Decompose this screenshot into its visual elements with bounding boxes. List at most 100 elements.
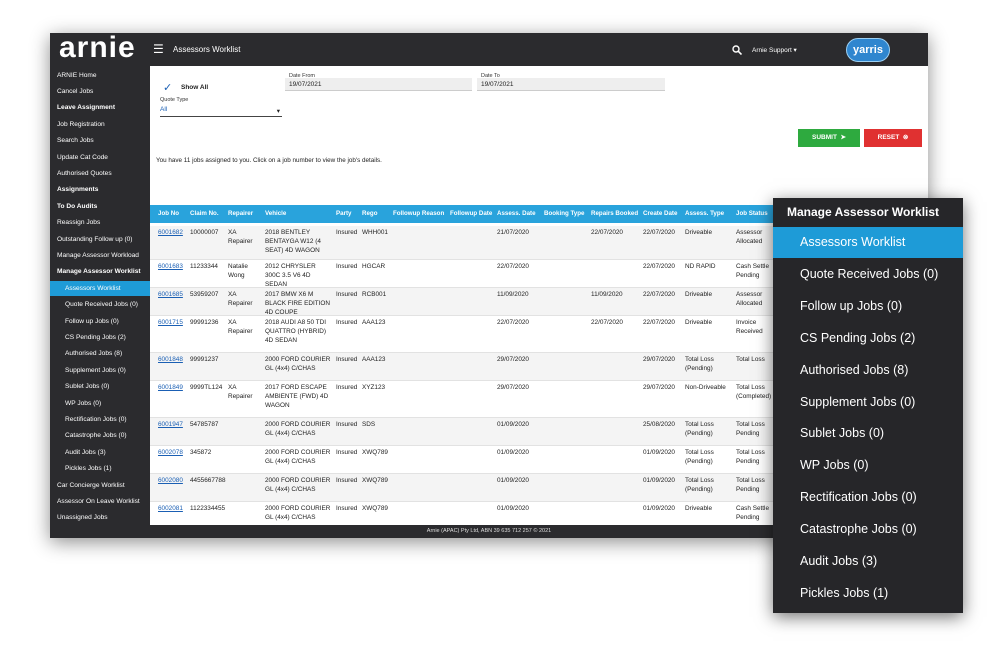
panel-item[interactable]: Quote Received Jobs (0) <box>800 266 939 281</box>
sidebar-item[interactable]: ARNIE Home <box>57 71 97 79</box>
sidebar-item[interactable]: Manage Assessor Worklist <box>57 268 141 276</box>
sidebar-item[interactable]: Assignments <box>57 186 99 194</box>
table-cell: WHH001 <box>362 229 388 236</box>
panel-item[interactable]: Supplement Jobs (0) <box>800 394 916 409</box>
menu-icon[interactable]: ☰ <box>153 42 164 56</box>
sidebar-item[interactable]: Leave Assignment <box>57 104 116 112</box>
panel-item[interactable]: Catastrophe Jobs (0) <box>800 522 917 537</box>
sidebar-item[interactable]: Assessors Worklist <box>50 280 150 296</box>
column-header: Party <box>336 210 352 217</box>
table-cell: 25/08/2020 <box>643 421 675 428</box>
panel-item[interactable]: Audit Jobs (3) <box>800 554 878 568</box>
info-text: You have 11 jobs assigned to you. Click … <box>156 157 382 164</box>
sidebar-item[interactable]: Assessor On Leave Worklist <box>57 497 140 505</box>
table-cell: XA Repairer <box>228 229 253 245</box>
submit-label: SUBMIT <box>812 134 837 141</box>
table-cell: 01/09/2020 <box>643 477 675 484</box>
sidebar-item[interactable]: Search Jobs <box>57 137 94 145</box>
sidebar-item[interactable]: Reassign Jobs <box>57 219 101 227</box>
show-all[interactable]: Show All <box>181 84 209 91</box>
table-cell: Total Loss (Completed) <box>736 384 772 400</box>
job-link[interactable]: 6001947 <box>158 421 183 428</box>
panel-item[interactable]: Authorised Jobs (8) <box>800 362 909 377</box>
table-cell: RCB001 <box>362 291 387 298</box>
sidebar-item[interactable]: Cancel Jobs <box>57 87 94 95</box>
page-title: Assessors Worklist <box>173 45 241 54</box>
date-from-label: Date From <box>289 73 315 79</box>
table-cell: 01/09/2020 <box>497 421 529 428</box>
job-link[interactable]: 6001849 <box>158 384 183 391</box>
panel-item[interactable]: Sublet Jobs (0) <box>800 426 885 441</box>
table-cell: XWQ789 <box>362 477 388 484</box>
column-header: Claim No. <box>190 210 219 217</box>
sidebar-item[interactable]: Outstanding Follow up (0) <box>57 235 133 243</box>
table-cell: 53959207 <box>190 291 219 298</box>
panel-item[interactable]: Pickles Jobs (1) <box>800 585 889 600</box>
table-cell: 29/07/2020 <box>643 356 675 363</box>
sidebar-item[interactable]: Quote Received Jobs (0) <box>65 301 138 309</box>
checkmark[interactable]: ✓ <box>163 82 173 94</box>
table-cell: 10000007 <box>190 229 219 236</box>
sidebar-item[interactable]: Follow up Jobs (0) <box>65 317 119 325</box>
column-header: Assess. Type <box>685 210 725 217</box>
date-to-input[interactable]: 19/07/2021 <box>477 78 665 91</box>
reset-button[interactable]: RESET ⊗ <box>864 129 922 147</box>
table-cell: XWQ789 <box>362 449 388 456</box>
job-link[interactable]: 6002081 <box>158 505 183 512</box>
job-link[interactable]: 6002080 <box>158 477 183 484</box>
table-cell: AAA123 <box>362 356 386 363</box>
sidebar-item[interactable]: CS Pending Jobs (2) <box>65 333 126 341</box>
sidebar-item[interactable]: Unassigned Jobs <box>57 514 108 522</box>
table-cell: 22/07/2020 <box>643 291 675 298</box>
panel-item[interactable]: CS Pending Jobs (2) <box>800 330 916 345</box>
job-link[interactable]: 6002078 <box>158 449 183 456</box>
sidebar-item[interactable]: Supplement Jobs (0) <box>65 366 126 374</box>
sidebar-item[interactable]: To Do Audits <box>57 202 98 210</box>
table-cell: 4455667788 <box>190 477 226 484</box>
table-cell: 2018 AUDI A8 50 TDI QUATTRO (HYBRID) 4D … <box>265 319 326 344</box>
sidebar-item[interactable]: Manage Assessor Workload <box>57 251 139 259</box>
job-link[interactable]: 6001683 <box>158 263 183 270</box>
table-cell: 1122334455 <box>190 505 226 512</box>
submit-button[interactable]: SUBMIT ➤ <box>798 129 860 147</box>
sidebar-item[interactable]: Audit Jobs (3) <box>65 448 106 456</box>
panel-item[interactable]: Rectification Jobs (0) <box>800 490 917 505</box>
search-icon[interactable] <box>732 45 742 55</box>
table-cell: Driveable <box>685 229 712 236</box>
sidebar-item[interactable]: Authorised Jobs (8) <box>65 350 123 358</box>
quote-type-value: All <box>160 106 168 113</box>
sidebar-item[interactable]: WP Jobs (0) <box>65 399 102 407</box>
sidebar-item[interactable]: Rectification Jobs (0) <box>65 415 127 423</box>
user-menu[interactable]: Arnie Support ▾ <box>752 47 797 54</box>
table-cell: Insured <box>336 505 358 512</box>
panel-title: Manage Assessor Worklist <box>787 205 940 219</box>
panel-item[interactable]: Follow up Jobs (0) <box>800 298 903 313</box>
table-cell: Total Loss <box>736 356 765 363</box>
column-header: Followup Reason <box>393 210 445 217</box>
panel-item[interactable]: Assessors Worklist <box>773 227 963 258</box>
job-link[interactable]: 6001682 <box>158 229 183 236</box>
sidebar-item[interactable]: Authorised Quotes <box>57 169 112 177</box>
table-cell: 22/07/2020 <box>643 263 675 270</box>
job-link[interactable]: 6001848 <box>158 356 183 363</box>
sidebar-item[interactable]: Car Concierge Worklist <box>57 481 125 489</box>
table-cell: 01/09/2020 <box>643 449 675 456</box>
panel-item[interactable]: WP Jobs (0) <box>800 458 869 473</box>
sidebar-item[interactable]: Job Registration <box>57 120 105 128</box>
quote-type-select[interactable]: All ▾ <box>160 106 282 117</box>
table-cell: 22/07/2020 <box>497 263 529 270</box>
job-link[interactable]: 6001715 <box>158 319 183 326</box>
sidebar-item[interactable]: Update Cat Code <box>57 153 108 161</box>
top-bar: arnie ☰ Assessors Worklist Arnie Support… <box>50 33 928 66</box>
table-cell: SDS <box>362 421 376 428</box>
table-cell: 11233344 <box>190 263 218 270</box>
table-cell: Insured <box>336 291 358 298</box>
sidebar-item[interactable]: Catastrophe Jobs (0) <box>65 432 127 440</box>
sidebar-item[interactable]: Pickles Jobs (1) <box>65 465 112 473</box>
sidebar-item[interactable]: Sublet Jobs (0) <box>65 383 110 391</box>
date-from-input[interactable]: 19/07/2021 <box>285 78 472 91</box>
job-link[interactable]: 6001685 <box>158 291 183 298</box>
column-header: Repairer <box>228 210 254 217</box>
table-cell: 54785787 <box>190 421 219 428</box>
